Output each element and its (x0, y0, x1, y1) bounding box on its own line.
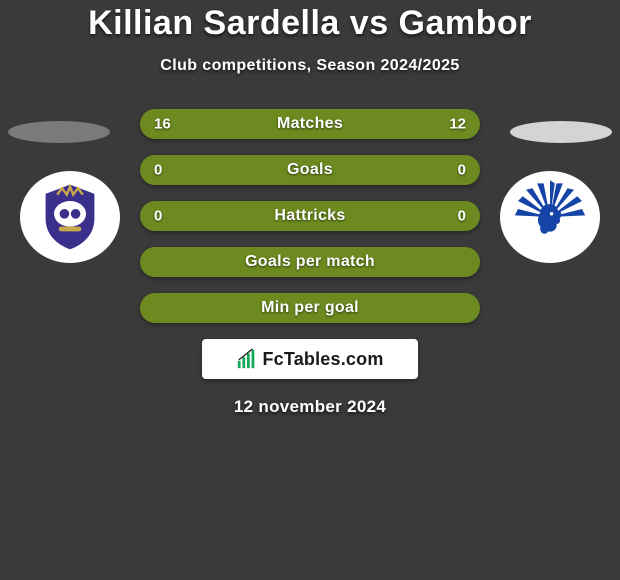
stat-left-value: 0 (154, 162, 162, 179)
stat-label: Hattricks (274, 207, 345, 225)
stat-label: Matches (277, 115, 343, 133)
stat-right-value: 0 (458, 208, 466, 225)
fctables-logo: FcTables.com (202, 339, 418, 379)
stat-row-goals: 0 Goals 0 (140, 155, 480, 185)
native-head-icon (510, 177, 590, 257)
page-root: Killian Sardella vs Gambor Club competit… (0, 0, 620, 580)
club-badge-left (20, 171, 120, 263)
stat-row-matches: 16 Matches 12 (140, 109, 480, 139)
content-area: 16 Matches 12 0 Goals 0 0 Hattricks 0 Go… (0, 109, 620, 417)
stat-label: Goals per match (245, 253, 375, 271)
stat-left-value: 0 (154, 208, 162, 225)
stats-list: 16 Matches 12 0 Goals 0 0 Hattricks 0 Go… (140, 109, 480, 323)
page-title: Killian Sardella vs Gambor (0, 4, 620, 43)
stat-label: Min per goal (261, 299, 359, 317)
stat-row-min-per-goal: Min per goal (140, 293, 480, 323)
date-label: 12 november 2024 (0, 397, 620, 417)
stat-row-hattricks: 0 Hattricks 0 (140, 201, 480, 231)
stat-right-value: 0 (458, 162, 466, 179)
player-right-placeholder (510, 121, 612, 143)
logo-text: FcTables.com (262, 349, 383, 370)
page-subtitle: Club competitions, Season 2024/2025 (0, 57, 620, 75)
club-badge-right (500, 171, 600, 263)
stat-left-value: 16 (154, 116, 171, 133)
stat-label: Goals (287, 161, 333, 179)
shield-icon (30, 177, 110, 257)
stat-row-goals-per-match: Goals per match (140, 247, 480, 277)
barchart-icon (236, 348, 258, 370)
stat-right-value: 12 (449, 116, 466, 133)
player-left-placeholder (8, 121, 110, 143)
logo-inner: FcTables.com (236, 348, 383, 370)
